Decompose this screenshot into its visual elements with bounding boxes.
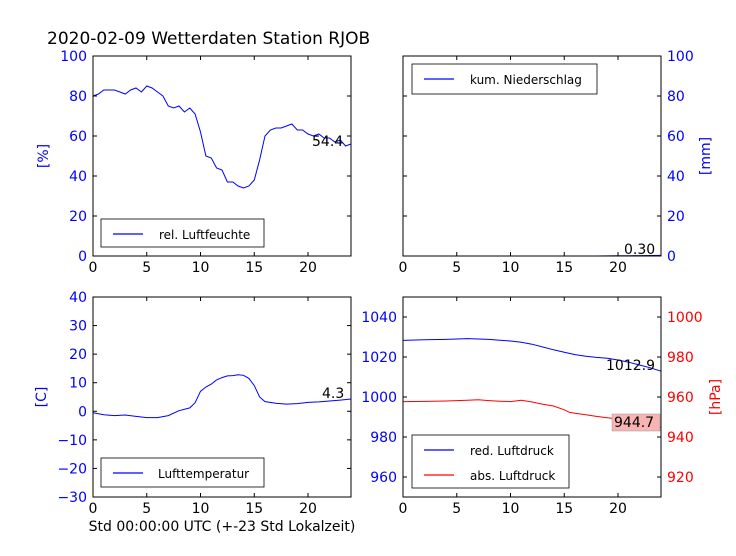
- legend-label: Lufttemperatur: [158, 467, 249, 481]
- series-line-humidity-0: [93, 85, 351, 189]
- x-tick-label: 5: [142, 260, 151, 276]
- legend-box: [411, 434, 570, 489]
- x-tick-label: 0: [89, 260, 98, 276]
- last-value-label: 0.30: [624, 242, 655, 258]
- x-tick-label: 5: [452, 501, 461, 517]
- axes-frame: [92, 55, 352, 257]
- y-axis-label: [mm]: [698, 137, 714, 175]
- y-tick-label: −30: [57, 490, 87, 506]
- y-tick-label: 980: [370, 430, 397, 446]
- y-tick-label: 80: [69, 89, 87, 105]
- y-tick-label: 40: [69, 169, 87, 185]
- y-tick-label: 60: [69, 129, 87, 145]
- panel-pressure: 0 5 10 15 20 960 980 1000 1020 1040 920 940 960 980 10…: [361, 296, 724, 517]
- y-tick-label: −10: [57, 433, 87, 449]
- y-tick-label: 1020: [361, 350, 397, 366]
- y-tick-label: 20: [69, 209, 87, 225]
- legend-label: rel. Luftfeuchte: [159, 228, 250, 242]
- y-tick-label: 0: [78, 249, 87, 265]
- y-tick-label: 0: [78, 404, 87, 420]
- y-tick-label: 960: [370, 470, 397, 486]
- x-tick-label: 10: [192, 501, 210, 517]
- y-tick-label-right: 920: [667, 470, 694, 486]
- y-tick-label: 20: [667, 209, 685, 225]
- panel-precipitation: 0 5 10 15 20 0 20 40 60 80 100 [mm] kum. Niederschla…: [399, 49, 714, 276]
- x-tick-label: 10: [502, 501, 520, 517]
- x-tick-label: 15: [245, 501, 263, 517]
- legend-box: [100, 218, 265, 248]
- y-tick-label-right: 940: [667, 430, 694, 446]
- y-tick-label: 60: [667, 129, 685, 145]
- last-value-label: 4.3: [322, 386, 344, 402]
- y-tick-label-right: 980: [667, 350, 694, 366]
- x-tick-label: 5: [142, 501, 151, 517]
- x-tick-label: 20: [299, 501, 317, 517]
- last-value-box: [611, 413, 661, 432]
- y-tick-label: 40: [69, 290, 87, 306]
- y-tick-label-right: 1000: [667, 310, 703, 326]
- y-axis-label: [C]: [34, 387, 50, 408]
- x-tick-label: 20: [609, 260, 627, 276]
- panel-temperature: 0 5 10 15 20 −30 −20 −10 0 10 20 30 40 [C] Lufttempera…: [34, 290, 352, 517]
- last-value-label-2: 944.7: [614, 415, 654, 431]
- y-tick-label: 20: [69, 347, 87, 363]
- series-line-temperature-0: [93, 374, 351, 419]
- y-tick-label: 1000: [361, 390, 397, 406]
- panel-humidity: 0 5 10 15 20 0 20 40 60 80 100 [%] rel. Luftfeuchte 5…: [36, 49, 352, 276]
- x-tick-label: 0: [399, 501, 408, 517]
- legend-label: red. Luftdruck: [470, 444, 554, 458]
- x-tick-label: 15: [245, 260, 263, 276]
- legend-humidity: rel. Luftfeuchte: [100, 218, 265, 248]
- x-tick-label: 15: [555, 501, 573, 517]
- y-tick-label: 100: [60, 49, 87, 65]
- legend-temperature: Lufttemperatur: [100, 457, 265, 488]
- axes-frame: [402, 55, 662, 257]
- y-tick-label: 10: [69, 376, 87, 392]
- y-tick-label: −20: [57, 461, 87, 477]
- legend-label: kum. Niederschlag: [470, 73, 582, 87]
- x-tick-label: 5: [452, 260, 461, 276]
- legend-precipitation: kum. Niederschlag: [411, 63, 598, 95]
- y-axis-label: [hPa]: [708, 379, 724, 415]
- x-tick-label: 20: [299, 260, 317, 276]
- x-tick-label: 20: [609, 501, 627, 517]
- y-tick-label: 1040: [361, 310, 397, 326]
- x-tick-label: 10: [502, 260, 520, 276]
- y-tick-label-right: 960: [667, 390, 694, 406]
- x-tick-label: 10: [192, 260, 210, 276]
- y-tick-label: 80: [667, 89, 685, 105]
- legend-pressure: red. Luftdruck abs. Luftdruck: [411, 434, 570, 489]
- figure-xlabel: Std 00:00:00 UTC (+-23 Std Lokalzeit): [89, 519, 356, 535]
- figure-title: 2020-02-09 Wetterdaten Station RJOB: [47, 29, 370, 49]
- series-line-pressure-0: [403, 338, 661, 372]
- y-tick-label: 0: [667, 249, 676, 265]
- y-tick-label: 40: [667, 169, 685, 185]
- x-tick-label: 15: [555, 260, 573, 276]
- last-value-label: 54.4: [312, 134, 343, 150]
- x-tick-label: 0: [399, 260, 408, 276]
- y-axis-label: [%]: [36, 144, 52, 168]
- last-value-label: 1012.9: [606, 358, 655, 374]
- y-tick-label: 100: [667, 49, 694, 65]
- axes-frame: [92, 296, 352, 498]
- legend-label: abs. Luftdruck: [470, 469, 555, 483]
- y-tick-label: 30: [69, 319, 87, 335]
- x-tick-label: 0: [89, 501, 98, 517]
